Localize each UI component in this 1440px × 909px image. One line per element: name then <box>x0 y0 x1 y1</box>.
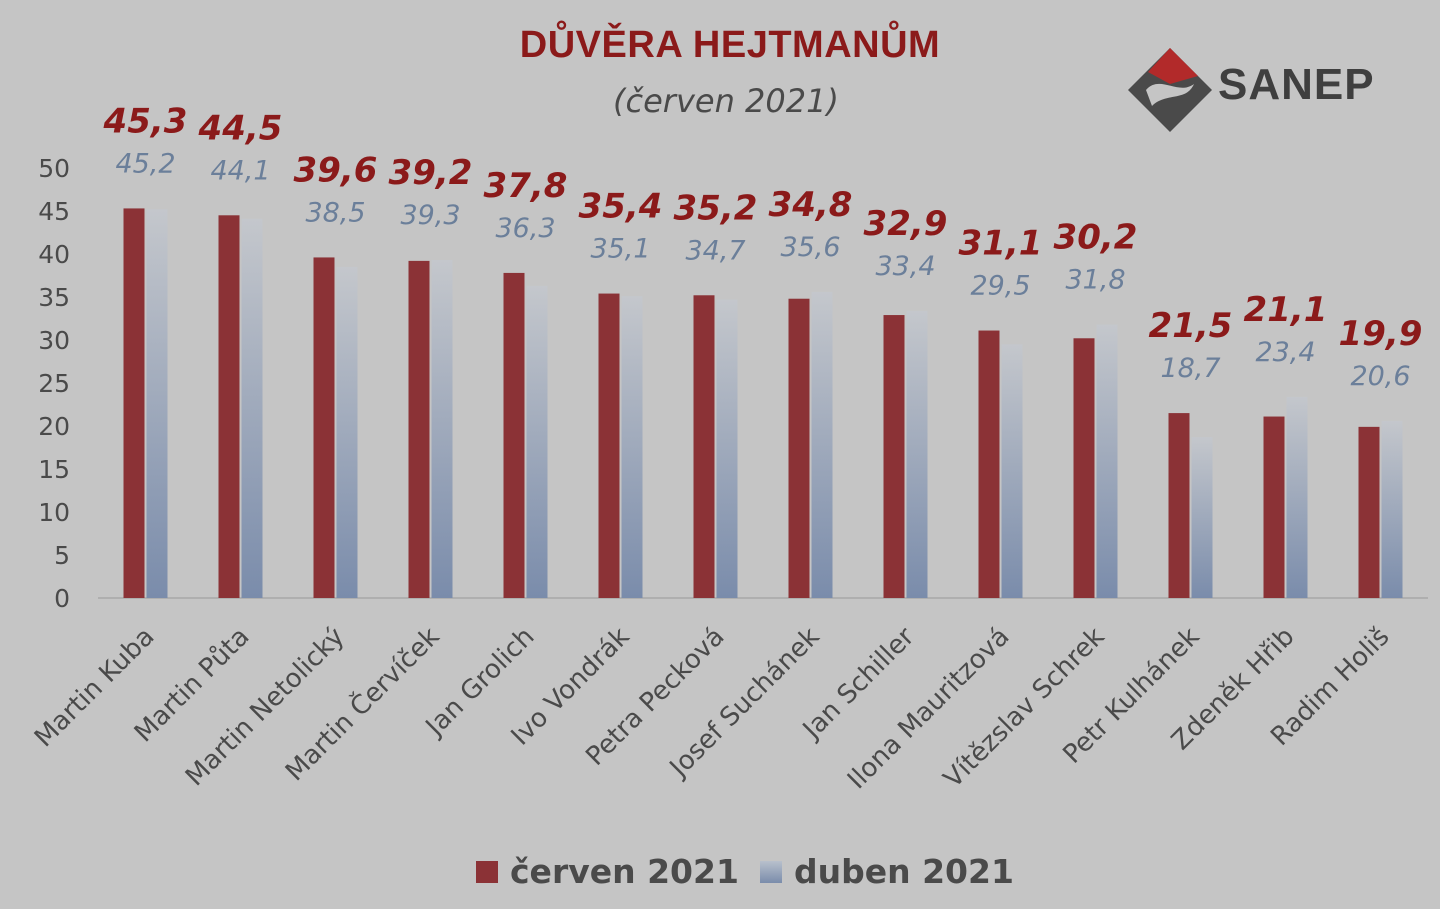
y-tick-label: 15 <box>38 455 70 484</box>
bar-duben <box>1286 396 1308 598</box>
value-label-cerven: 19,9 <box>1339 314 1423 354</box>
bar-duben <box>811 291 833 598</box>
value-label-duben: 29,5 <box>970 271 1030 302</box>
y-tick-label: 50 <box>38 154 70 183</box>
value-label-duben: 35,1 <box>590 234 650 265</box>
value-label-cerven: 32,9 <box>864 204 948 244</box>
sanep-logo: SANEP <box>1126 44 1396 136</box>
plot-area: 0 5 10 15 20 25 30 35 40 45 50 45,2 45,3 44,1 44,5 38,… <box>29 101 1428 795</box>
bar-duben <box>1381 420 1403 598</box>
bar-cerven <box>693 295 715 598</box>
value-label-cerven: 34,8 <box>769 185 853 225</box>
value-label-duben: 38,5 <box>305 197 365 228</box>
value-label-duben: 23,4 <box>1255 337 1315 368</box>
x-tick-label: Vítězslav Schrek <box>938 622 1110 794</box>
legend-swatch-duben <box>760 860 782 883</box>
value-label-cerven: 44,5 <box>198 108 283 148</box>
value-label-cerven: 39,2 <box>389 153 473 193</box>
y-tick-label: 45 <box>38 197 70 226</box>
value-label-duben: 44,1 <box>210 155 270 186</box>
value-label-duben: 20,6 <box>1350 361 1410 392</box>
bar-duben <box>431 260 453 598</box>
chart-title: DŮVĚRA HEJTMANŮM <box>519 24 941 66</box>
value-labels: 45,2 45,3 44,1 44,5 38,5 39,6 39,3 39,2 36,3 37,8… <box>103 101 1423 391</box>
value-label-duben: 34,7 <box>685 235 745 266</box>
value-label-cerven: 39,6 <box>294 150 378 190</box>
bar-duben <box>1096 324 1118 598</box>
y-tick-label: 10 <box>38 498 70 527</box>
legend-label-duben: duben 2021 <box>794 852 1014 891</box>
bar-cerven <box>218 215 240 599</box>
bar-cerven <box>408 260 430 598</box>
legend-item-cerven: červen 2021 <box>476 852 739 891</box>
value-label-cerven: 31,1 <box>959 224 1043 264</box>
x-tick-label: Martin Netolický <box>180 622 350 792</box>
y-axis: 0 5 10 15 20 25 30 35 40 45 50 <box>38 154 1428 613</box>
bars <box>123 208 1403 599</box>
value-label-cerven: 37,8 <box>484 166 568 206</box>
value-label-duben: 33,4 <box>875 251 935 282</box>
y-tick-label: 0 <box>54 584 70 613</box>
bar-cerven <box>788 298 810 598</box>
bar-duben <box>526 285 548 598</box>
y-tick-label: 5 <box>54 541 70 570</box>
y-tick-label: 35 <box>38 283 70 312</box>
bar-duben <box>146 209 168 598</box>
bar-cerven <box>978 330 1000 598</box>
bar-duben <box>716 299 738 598</box>
value-label-duben: 35,6 <box>780 232 840 263</box>
value-label-duben: 18,7 <box>1160 353 1220 384</box>
sanep-logo-icon <box>1128 48 1212 132</box>
x-tick-label: Martin Červíček <box>279 620 446 787</box>
legend-item-duben: duben 2021 <box>760 852 1014 891</box>
bar-cerven <box>1263 416 1285 598</box>
bar-duben <box>621 296 643 598</box>
bar-duben <box>241 218 263 599</box>
bar-duben <box>1191 437 1213 598</box>
chart-subtitle: (červen 2021) <box>613 82 839 120</box>
bar-cerven <box>503 272 525 598</box>
value-label-duben: 45,2 <box>115 148 175 179</box>
bar-duben <box>906 310 928 598</box>
logo-text: SANEP <box>1218 60 1375 109</box>
legend: červen 2021 duben 2021 <box>0 852 1440 898</box>
value-label-cerven: 21,1 <box>1244 290 1328 330</box>
value-label-cerven: 21,5 <box>1149 306 1233 346</box>
legend-swatch-cerven <box>476 860 498 883</box>
value-label-cerven: 35,4 <box>579 187 663 227</box>
value-label-cerven: 45,3 <box>103 101 188 141</box>
x-tick-label: Ilona Mauritzová <box>842 622 1015 795</box>
bar-cerven <box>598 293 620 598</box>
value-label-duben: 31,8 <box>1065 265 1125 296</box>
bar-cerven <box>1168 413 1190 598</box>
value-label-cerven: 35,2 <box>674 188 758 228</box>
value-label-duben: 36,3 <box>495 213 555 244</box>
bar-duben <box>336 266 358 598</box>
value-label-duben: 39,3 <box>400 200 460 231</box>
y-tick-label: 20 <box>38 412 70 441</box>
bar-cerven <box>313 257 335 598</box>
bar-cerven <box>123 208 145 599</box>
value-label-cerven: 30,2 <box>1054 218 1138 258</box>
bar-duben <box>1001 344 1023 598</box>
y-tick-label: 40 <box>38 240 70 269</box>
y-tick-label: 25 <box>38 369 70 398</box>
legend-label-cerven: červen 2021 <box>510 852 739 891</box>
bar-cerven <box>1073 338 1095 598</box>
bar-cerven <box>883 315 905 598</box>
y-tick-label: 30 <box>38 326 70 355</box>
bar-cerven <box>1358 426 1380 598</box>
